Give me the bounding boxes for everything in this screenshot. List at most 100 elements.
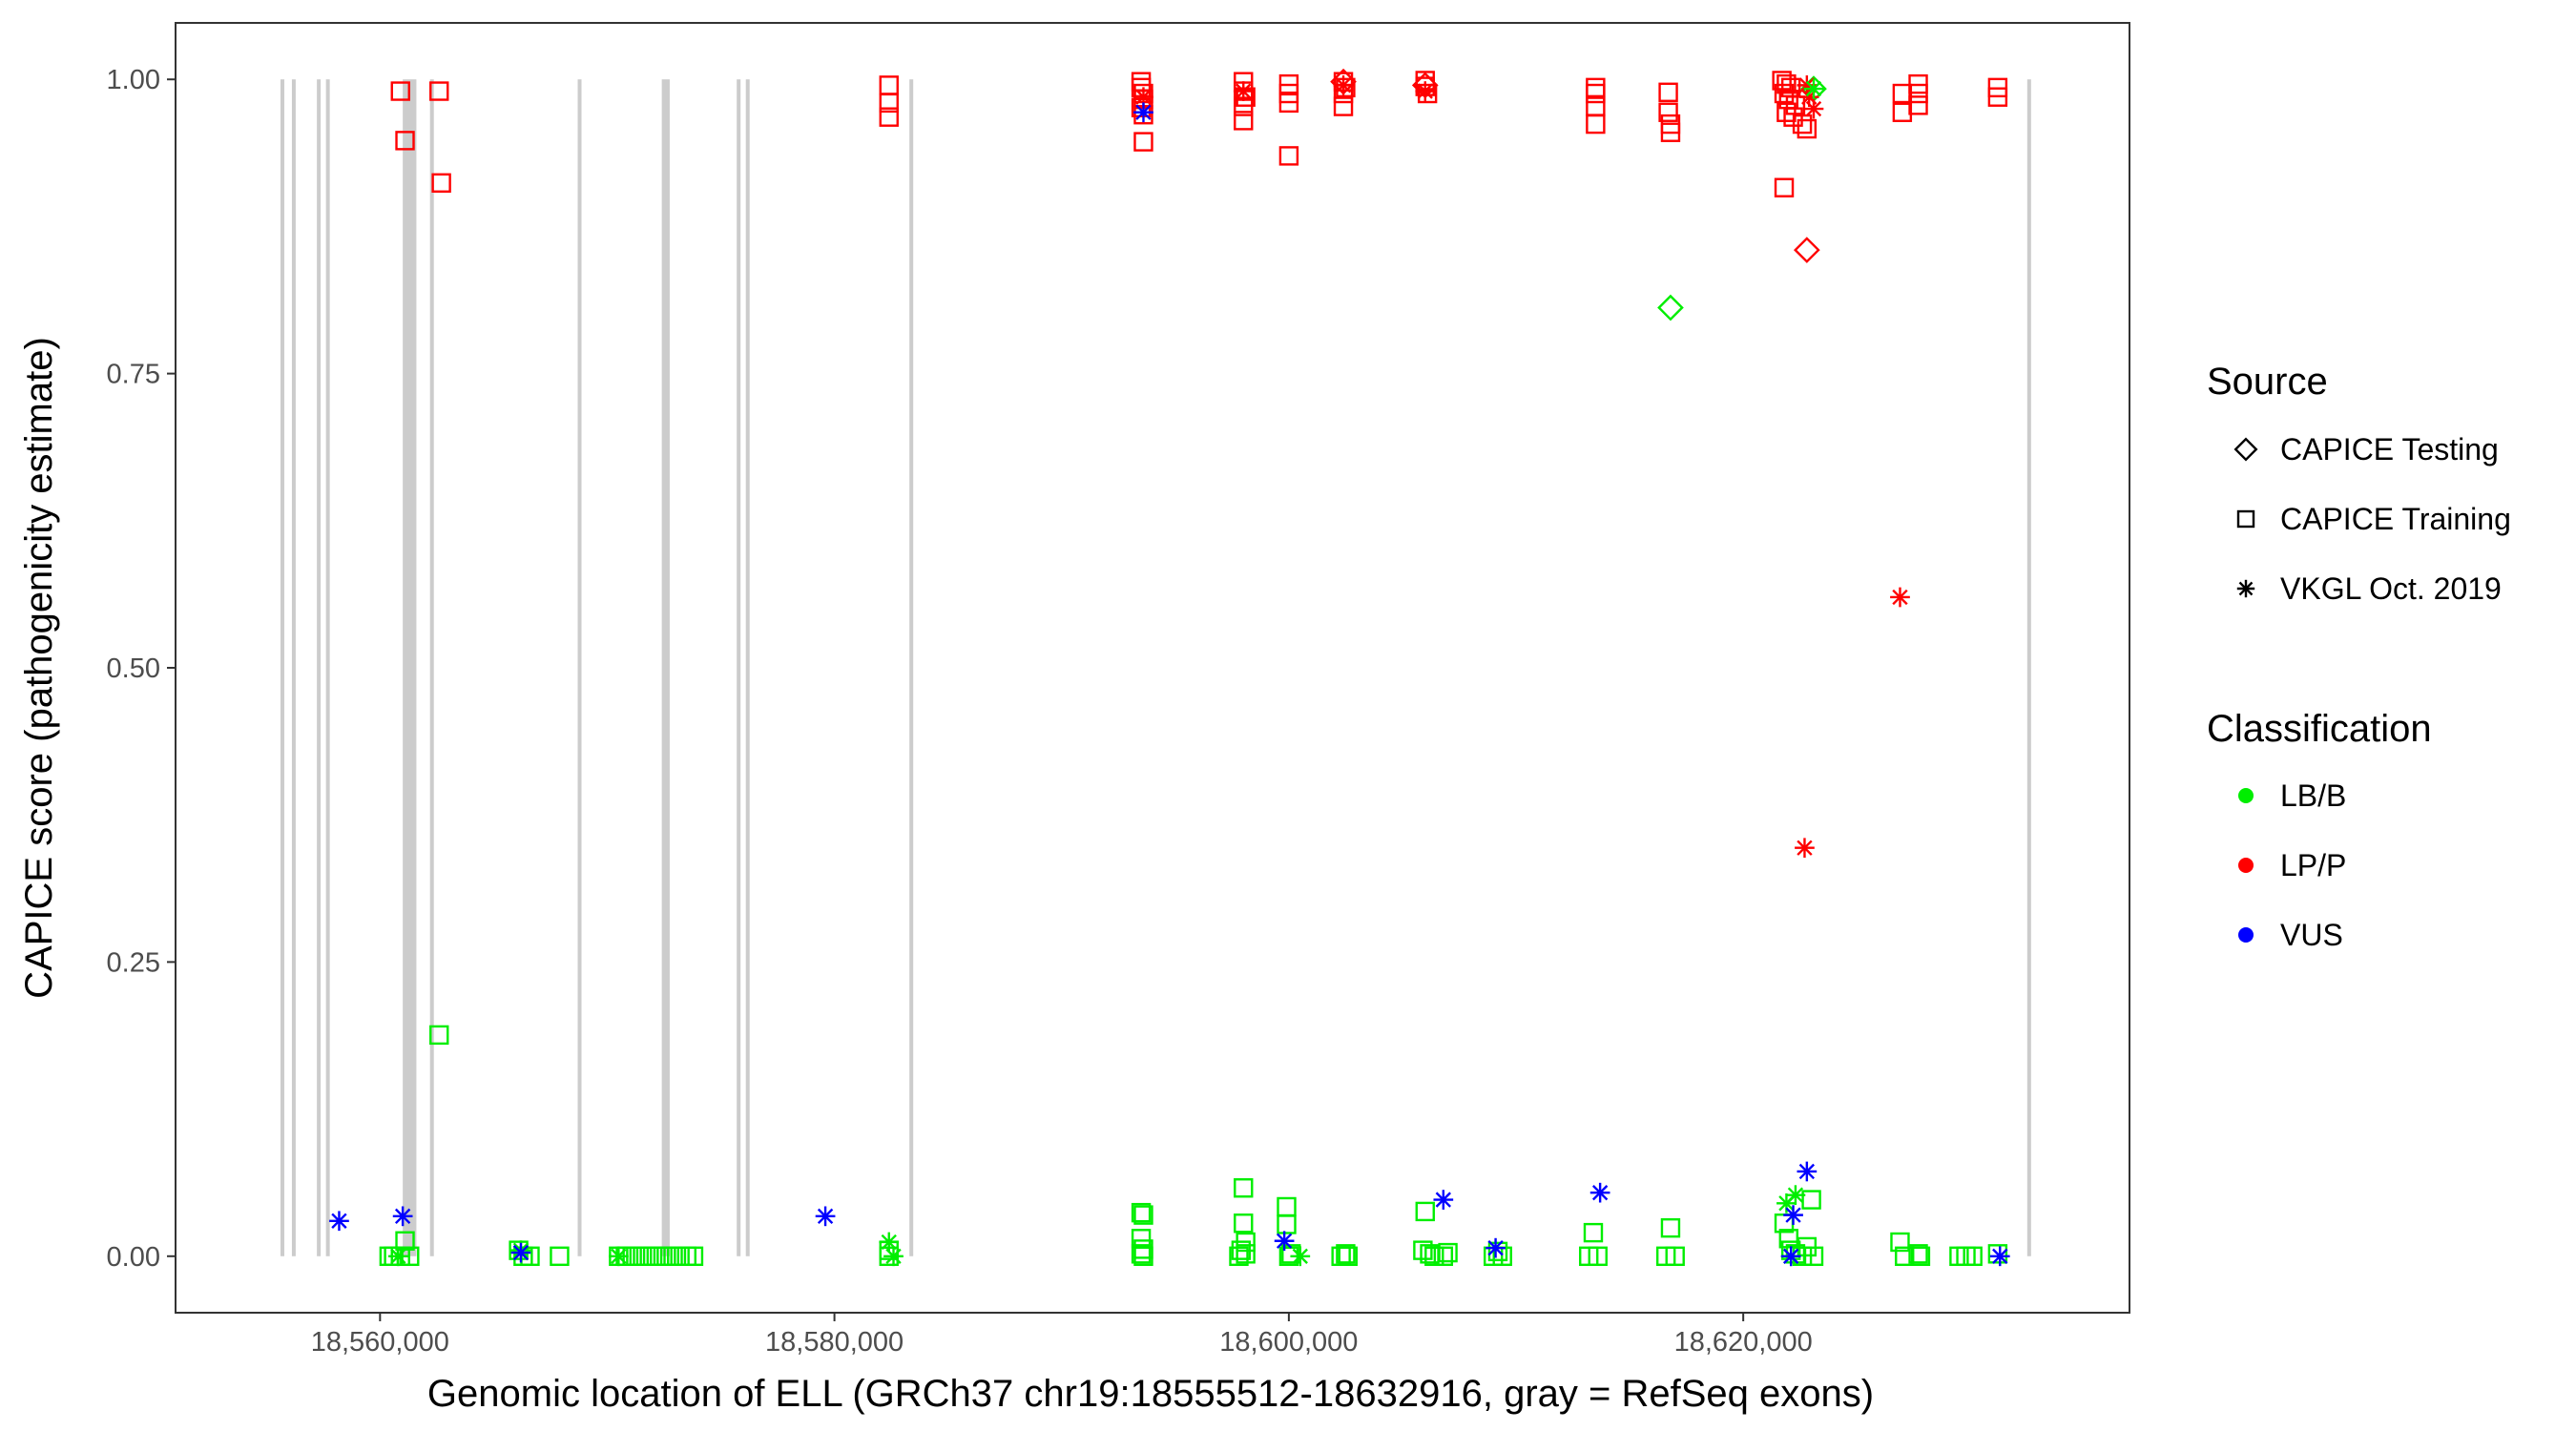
- point-square: [1229, 1246, 1249, 1266]
- point-asterisk: [1803, 78, 1824, 99]
- point-square: [429, 1025, 449, 1046]
- point-square: [1660, 1217, 1681, 1238]
- point-asterisk: [1797, 1161, 1818, 1182]
- exon-band: [325, 79, 330, 1256]
- legend-label: VKGL Oct. 2019: [2280, 571, 2502, 606]
- exon-layer: [280, 79, 2031, 1256]
- exon-band: [745, 79, 750, 1256]
- x-tick-label: 18,560,000: [311, 1327, 449, 1358]
- point-square: [1583, 1222, 1604, 1243]
- y-tick-label: 0.75: [107, 360, 160, 390]
- point-square: [395, 131, 415, 151]
- point-asterisk: [815, 1206, 836, 1227]
- legend-label: CAPICE Testing: [2280, 432, 2499, 467]
- point-diamond: [1657, 294, 1684, 321]
- point-diamond: [2233, 437, 2258, 462]
- point-asterisk: [879, 1232, 900, 1253]
- y-tick-label: 0.25: [107, 947, 160, 978]
- point-square: [550, 1246, 570, 1266]
- point-asterisk: [1133, 87, 1153, 108]
- legend-title-classification: Classification: [2207, 708, 2432, 750]
- y-axis-title: CAPICE score (pathogenicity estimate): [18, 337, 60, 999]
- data-points: [329, 68, 2010, 1267]
- point-square: [879, 75, 899, 95]
- exon-band: [661, 79, 670, 1256]
- point-square: [1665, 1246, 1685, 1266]
- point-asterisk: [1433, 1190, 1454, 1210]
- exon-band: [737, 79, 741, 1256]
- legend-label: CAPICE Training: [2280, 502, 2511, 536]
- legend-color-key: [2238, 927, 2254, 943]
- exon-band: [403, 79, 417, 1256]
- point-square: [683, 1246, 704, 1266]
- point-square: [1586, 83, 1606, 104]
- point-square: [1892, 83, 1913, 104]
- point-asterisk: [329, 1211, 349, 1232]
- x-tick-label: 18,620,000: [1674, 1327, 1813, 1358]
- point-asterisk: [1589, 1182, 1610, 1203]
- point-asterisk: [1780, 1246, 1801, 1267]
- point-square: [1660, 122, 1681, 142]
- point-square: [1803, 1246, 1824, 1266]
- point-square: [1333, 96, 1354, 116]
- point-square: [1133, 1246, 1153, 1266]
- point-square: [1278, 93, 1299, 114]
- point-asterisk: [1803, 98, 1824, 119]
- point-square: [1234, 1213, 1254, 1234]
- point-square: [431, 173, 451, 193]
- point-square: [1234, 111, 1254, 131]
- point-asterisk: [1890, 587, 1910, 608]
- point-square: [1417, 83, 1438, 104]
- point-asterisk: [1783, 1205, 1803, 1225]
- point-square: [1133, 1205, 1153, 1225]
- y-tick-label: 0.00: [107, 1242, 160, 1273]
- point-square: [1908, 95, 1928, 115]
- point-square: [2236, 509, 2255, 529]
- y-tick-label: 1.00: [107, 65, 160, 95]
- point-asterisk: [388, 1246, 408, 1267]
- axes: 0.00 0.25 0.50 0.75 1.00 18,560,000 18,580,000…: [107, 65, 1813, 1358]
- point-square: [1586, 77, 1606, 98]
- point-square: [1776, 102, 1797, 122]
- point-square: [1586, 96, 1606, 116]
- point-asterisk: [1415, 81, 1436, 101]
- exon-band: [291, 79, 296, 1256]
- point-square: [390, 81, 410, 101]
- point-asterisk: [1989, 1246, 2010, 1267]
- point-square: [1892, 102, 1913, 122]
- point-square: [1413, 1240, 1433, 1260]
- plot-panel-border: [175, 22, 2130, 1314]
- point-square: [879, 93, 899, 114]
- point-square: [1278, 146, 1299, 166]
- point-square: [1133, 132, 1153, 152]
- point-square: [1336, 1244, 1356, 1264]
- point-asterisk: [1333, 75, 1354, 95]
- point-square: [1956, 1246, 1976, 1266]
- exon-band: [577, 79, 582, 1256]
- point-square: [1890, 1232, 1910, 1253]
- legend: Source Classification CAPICE Testing CAPI…: [2207, 361, 2511, 952]
- point-square: [1586, 114, 1606, 135]
- point-square: [1415, 1201, 1435, 1222]
- y-tick-label: 0.50: [107, 653, 160, 684]
- legend-label: LP/P: [2280, 848, 2346, 882]
- legend-color-key: [2238, 788, 2254, 803]
- point-square: [1987, 1244, 2008, 1264]
- point-asterisk: [883, 1246, 904, 1267]
- point-square: [1774, 177, 1795, 197]
- exon-band: [2026, 79, 2031, 1256]
- legend-title-source: Source: [2207, 361, 2328, 403]
- point-asterisk: [1795, 838, 1815, 859]
- point-square: [1131, 1244, 1152, 1264]
- point-square: [1338, 1246, 1359, 1266]
- point-square: [1234, 1178, 1254, 1198]
- exon-band: [909, 79, 914, 1256]
- x-tick-label: 18,580,000: [765, 1327, 904, 1358]
- point-asterisk: [1485, 1237, 1506, 1258]
- point-square: [1908, 1244, 1928, 1264]
- point-asterisk: [1290, 1246, 1311, 1267]
- point-asterisk: [510, 1242, 531, 1263]
- point-square: [1801, 1190, 1821, 1210]
- point-square: [1236, 1232, 1256, 1253]
